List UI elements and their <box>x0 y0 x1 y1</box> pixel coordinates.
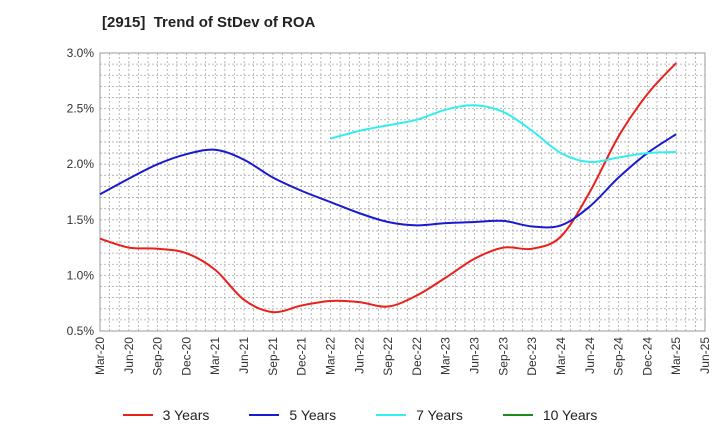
series-line-5-years <box>99 133 677 229</box>
y-tick-label: 2.0% <box>67 157 95 171</box>
x-tick-label: Sep-20 <box>151 337 165 376</box>
series-line-3-years <box>99 62 677 314</box>
x-tick-label: Dec-21 <box>295 337 309 376</box>
series-lines <box>99 62 677 314</box>
y-tick-label: 2.5% <box>67 102 95 116</box>
x-tick-label: Jun-21 <box>237 337 251 374</box>
x-tick-label: Jun-24 <box>583 337 597 374</box>
x-tick-label: Dec-20 <box>179 337 193 376</box>
plot-area-border <box>99 52 706 332</box>
legend-swatch <box>122 414 153 416</box>
legend-item-7-years: 7 Years <box>376 404 463 426</box>
grid <box>99 52 706 332</box>
x-tick-label: Sep-22 <box>381 337 395 376</box>
x-tick-label: Sep-23 <box>496 337 510 376</box>
legend-item-5-years: 5 Years <box>249 404 336 426</box>
legend-label: 5 Years <box>289 407 337 423</box>
legend-swatch <box>502 414 533 416</box>
x-tick-label: Mar-20 <box>93 337 107 375</box>
x-tick-label: Mar-21 <box>208 337 222 375</box>
legend-item-3-years: 3 Years <box>122 404 210 426</box>
x-tick-label: Mar-23 <box>439 337 453 375</box>
x-tick-label: Dec-23 <box>525 337 539 376</box>
x-tick-label: Jun-20 <box>122 337 136 374</box>
x-tick-label: Dec-24 <box>640 337 654 376</box>
x-tick-label: Jun-22 <box>352 337 366 374</box>
chart-title: [2915] Trend of StDev of ROA <box>102 14 316 31</box>
x-tick-label: Dec-22 <box>410 337 424 376</box>
axes: 0.5% 1.0% 1.5% 2.0% 2.5% 3.0% Mar-20 Jun-20 Sep-… <box>67 46 712 376</box>
y-tick-label: 1.5% <box>67 213 95 227</box>
x-tick-label: Sep-24 <box>612 337 626 376</box>
legend-swatch <box>376 414 407 416</box>
legend-label: 10 Years <box>542 407 598 423</box>
x-tick-label: Mar-25 <box>669 337 683 375</box>
x-tick-label: Mar-22 <box>323 337 337 375</box>
y-tick-label: 0.5% <box>67 324 95 338</box>
x-tick-label: Jun-23 <box>468 337 482 374</box>
series-line-7-years <box>330 104 677 164</box>
legend-label: 7 Years <box>416 407 463 423</box>
y-tick-label: 3.0% <box>67 46 95 60</box>
y-tick-label: 1.0% <box>67 268 95 282</box>
legend-swatch <box>249 414 280 416</box>
x-tick-label: Mar-24 <box>554 337 568 375</box>
legend-item-10-years: 10 Years <box>502 404 598 426</box>
x-tick-label: Jun-25 <box>698 337 712 374</box>
x-tick-label: Sep-21 <box>266 337 280 376</box>
legend-label: 3 Years <box>162 407 210 423</box>
legend: 3 Years 5 Years 7 Years 10 Years <box>0 404 720 426</box>
